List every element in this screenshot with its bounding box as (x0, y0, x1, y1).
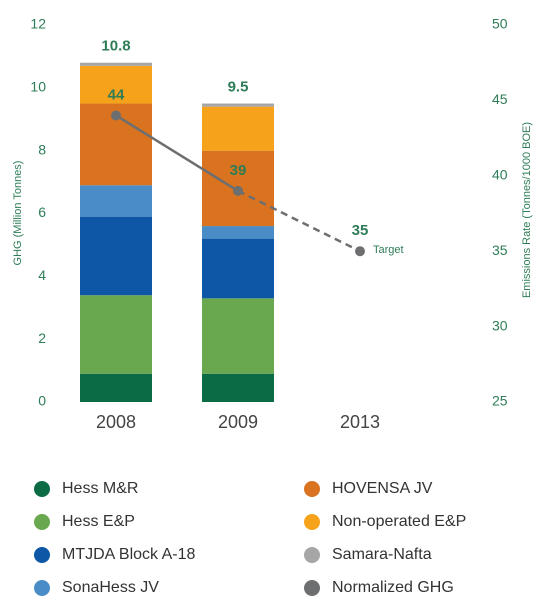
bar-segment (80, 295, 152, 374)
x-tick-label: 2009 (218, 412, 258, 432)
y-tick-label: 8 (38, 141, 46, 157)
line-point (111, 110, 121, 121)
data-label: 39 (230, 162, 247, 179)
data-label: 35 (352, 222, 369, 239)
legend-marker (304, 547, 320, 563)
legend-label: Non-operated E&P (332, 513, 466, 530)
y-tick-label: 10 (30, 79, 46, 95)
legend-label: HOVENSA JV (332, 480, 433, 497)
bar-segment (80, 373, 152, 402)
bar-segment (80, 62, 152, 66)
y2-tick-label: 30 (492, 317, 508, 333)
y2-tick-label: 40 (492, 167, 508, 183)
total-label: 10.8 (101, 38, 130, 55)
bar-segment (202, 238, 274, 299)
legend-label: Hess E&P (62, 513, 135, 530)
legend-label: Normalized GHG (332, 579, 454, 596)
legend-marker (34, 481, 50, 497)
x-tick-label: 2013 (340, 412, 380, 432)
legend-marker (34, 514, 50, 530)
bar-segment (202, 373, 274, 402)
legend-marker (304, 481, 320, 497)
bar-segment (80, 185, 152, 217)
legend-marker (34, 580, 50, 596)
y2-tick-label: 50 (492, 16, 508, 32)
bar-segment (80, 216, 152, 296)
legend-marker (304, 580, 320, 596)
y-tick-label: 0 (38, 393, 46, 409)
legend-label: MTJDA Block A-18 (62, 546, 195, 563)
data-label: 44 (108, 86, 125, 103)
annotation: Target (373, 244, 404, 256)
total-label: 9.5 (228, 79, 249, 96)
line-solid (115, 114, 239, 192)
legend-label: Hess M&R (62, 480, 138, 497)
y-axis-title: GHG (Million Tonnes) (12, 161, 24, 266)
line-point (355, 246, 365, 257)
bar-segment (202, 106, 274, 151)
y2-tick-label: 25 (492, 393, 508, 409)
line-point (233, 185, 243, 196)
legend-label: Samara-Nafta (332, 546, 432, 563)
legend-marker (34, 547, 50, 563)
line-dashed (237, 189, 361, 253)
bar-segment (202, 298, 274, 374)
legend-marker (304, 514, 320, 530)
x-tick-label: 2008 (96, 412, 136, 432)
y-tick-label: 4 (38, 267, 46, 283)
y-tick-label: 12 (30, 16, 46, 32)
bar-segment (202, 103, 274, 107)
y2-axis-title: Emissions Rate (Tonnes/1000 BOE) (521, 122, 533, 298)
y2-tick-label: 45 (492, 91, 508, 107)
bar-segment (80, 65, 152, 104)
y-tick-label: 2 (38, 330, 46, 346)
bar-segment (202, 226, 274, 239)
y-tick-label: 6 (38, 204, 46, 220)
y2-tick-label: 35 (492, 242, 508, 258)
legend-label: SonaHess JV (62, 579, 159, 596)
